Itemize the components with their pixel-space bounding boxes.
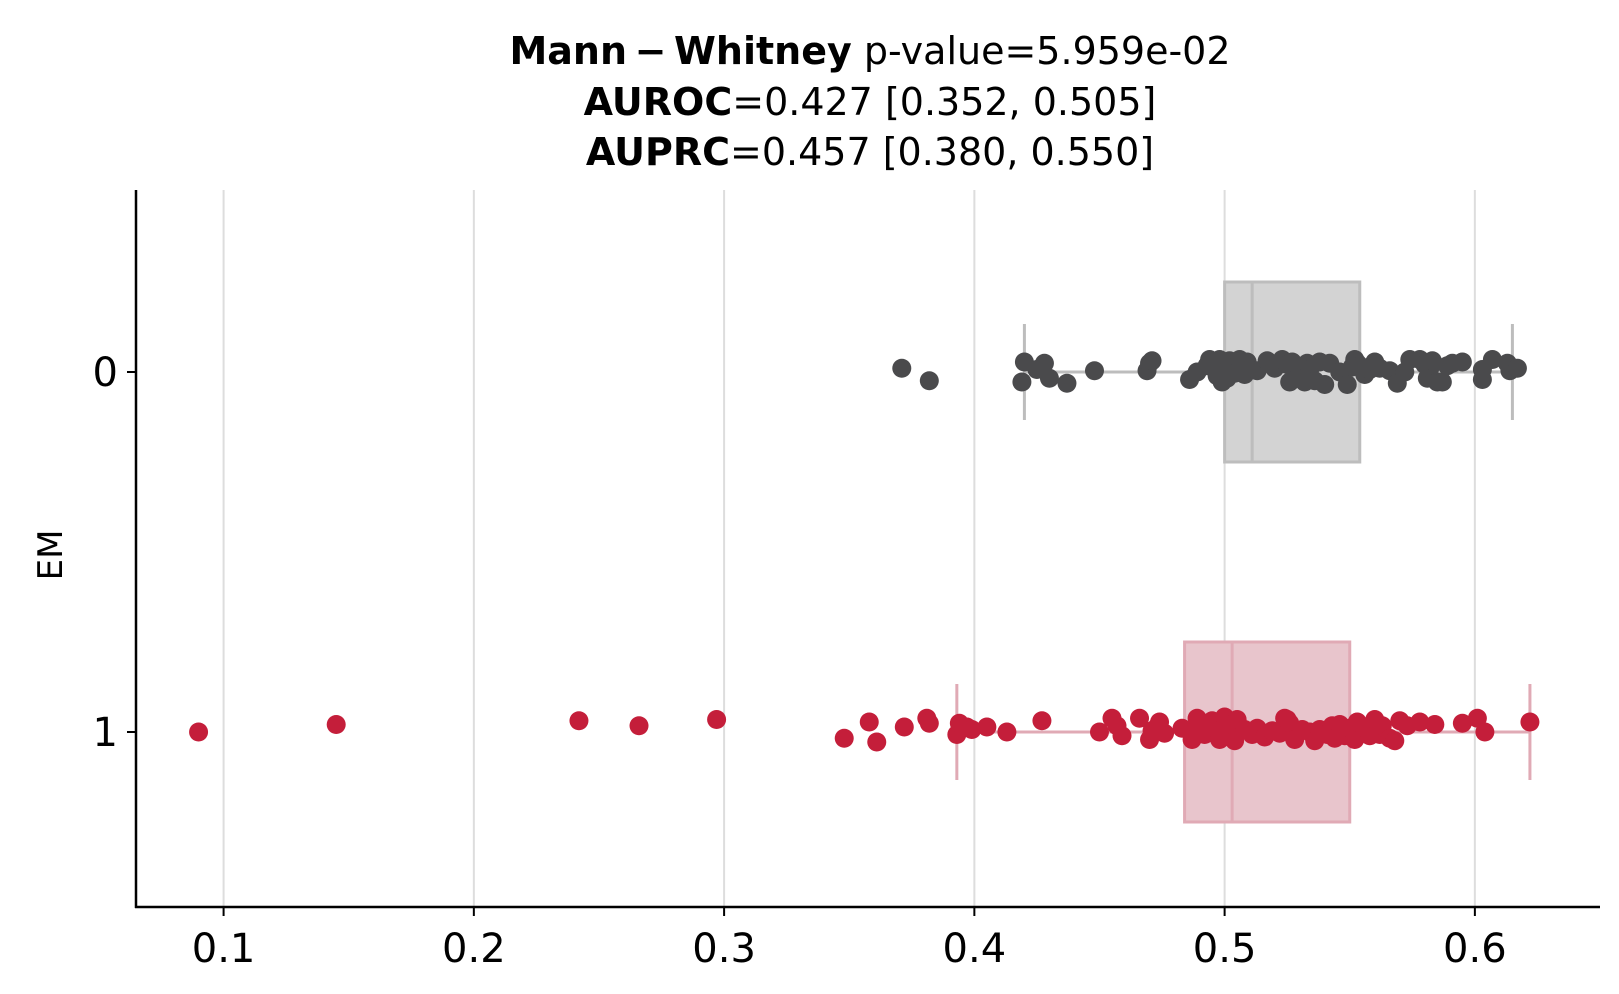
data-point-1	[1385, 731, 1405, 751]
data-point-0	[1472, 370, 1492, 389]
data-point-1	[962, 720, 982, 739]
data-point-0	[1432, 372, 1452, 392]
data-point-1	[1452, 713, 1472, 733]
data-point-0	[1337, 375, 1357, 394]
y-tick-label-0: 0	[93, 350, 118, 396]
data-point-1	[859, 712, 879, 732]
data-point-1	[1475, 722, 1495, 742]
x-tick-label: 0.6	[1443, 926, 1507, 972]
data-point-0	[1057, 373, 1077, 393]
y-ticks: 0 1	[93, 350, 136, 756]
data-point-1	[1112, 726, 1132, 746]
data-point-1	[326, 715, 346, 734]
data-point-1	[867, 732, 887, 752]
data-point-1	[1155, 723, 1175, 743]
data-point-0	[1315, 375, 1335, 394]
data-point-0	[1012, 372, 1032, 392]
data-point-1	[1520, 712, 1540, 732]
x-ticks: 0.1 0.2 0.3 0.4 0.5 0.6	[192, 907, 1507, 972]
data-point-1	[1089, 722, 1109, 742]
x-tick-label: 0.4	[943, 926, 1007, 972]
data-point-1	[919, 713, 939, 733]
y-tick-label-1: 1	[93, 710, 118, 756]
title-line-3: AUPRC=0.457 [0.380, 0.550]	[586, 130, 1154, 174]
data-point-1	[569, 711, 589, 731]
data-point-1	[1130, 708, 1150, 728]
axes	[134, 190, 1600, 909]
y-axis-label: EM	[31, 530, 71, 581]
data-point-1	[894, 717, 914, 737]
x-tick-label: 0.1	[192, 926, 256, 972]
chart-title: Mann − Whitney p-value=5.959e-02 AUROC=0…	[509, 29, 1230, 174]
data-point-0	[919, 371, 939, 391]
x-tick-label: 0.5	[1193, 926, 1257, 972]
x-tick-label: 0.2	[442, 926, 506, 972]
data-point-1	[707, 710, 727, 729]
strip-points	[189, 350, 1540, 752]
title-line-2: AUROC=0.427 [0.352, 0.505]	[584, 80, 1157, 124]
data-point-0	[1422, 351, 1442, 371]
data-point-0	[1034, 353, 1054, 373]
data-point-1	[1032, 711, 1052, 731]
data-point-0	[892, 358, 912, 378]
data-point-0	[1142, 351, 1162, 371]
data-point-1	[977, 717, 997, 737]
data-point-1	[1425, 715, 1445, 734]
data-point-1	[629, 716, 649, 736]
data-point-0	[1039, 368, 1059, 388]
data-point-0	[1452, 352, 1472, 372]
data-point-1	[189, 722, 209, 742]
data-point-1	[1410, 712, 1430, 732]
data-point-0	[1084, 361, 1104, 381]
x-tick-label: 0.3	[692, 926, 756, 972]
data-point-1	[834, 728, 854, 748]
title-line-1: Mann − Whitney p-value=5.959e-02	[509, 29, 1230, 73]
data-point-0	[1482, 350, 1502, 369]
data-point-1	[997, 722, 1017, 742]
data-point-0	[1507, 358, 1527, 378]
